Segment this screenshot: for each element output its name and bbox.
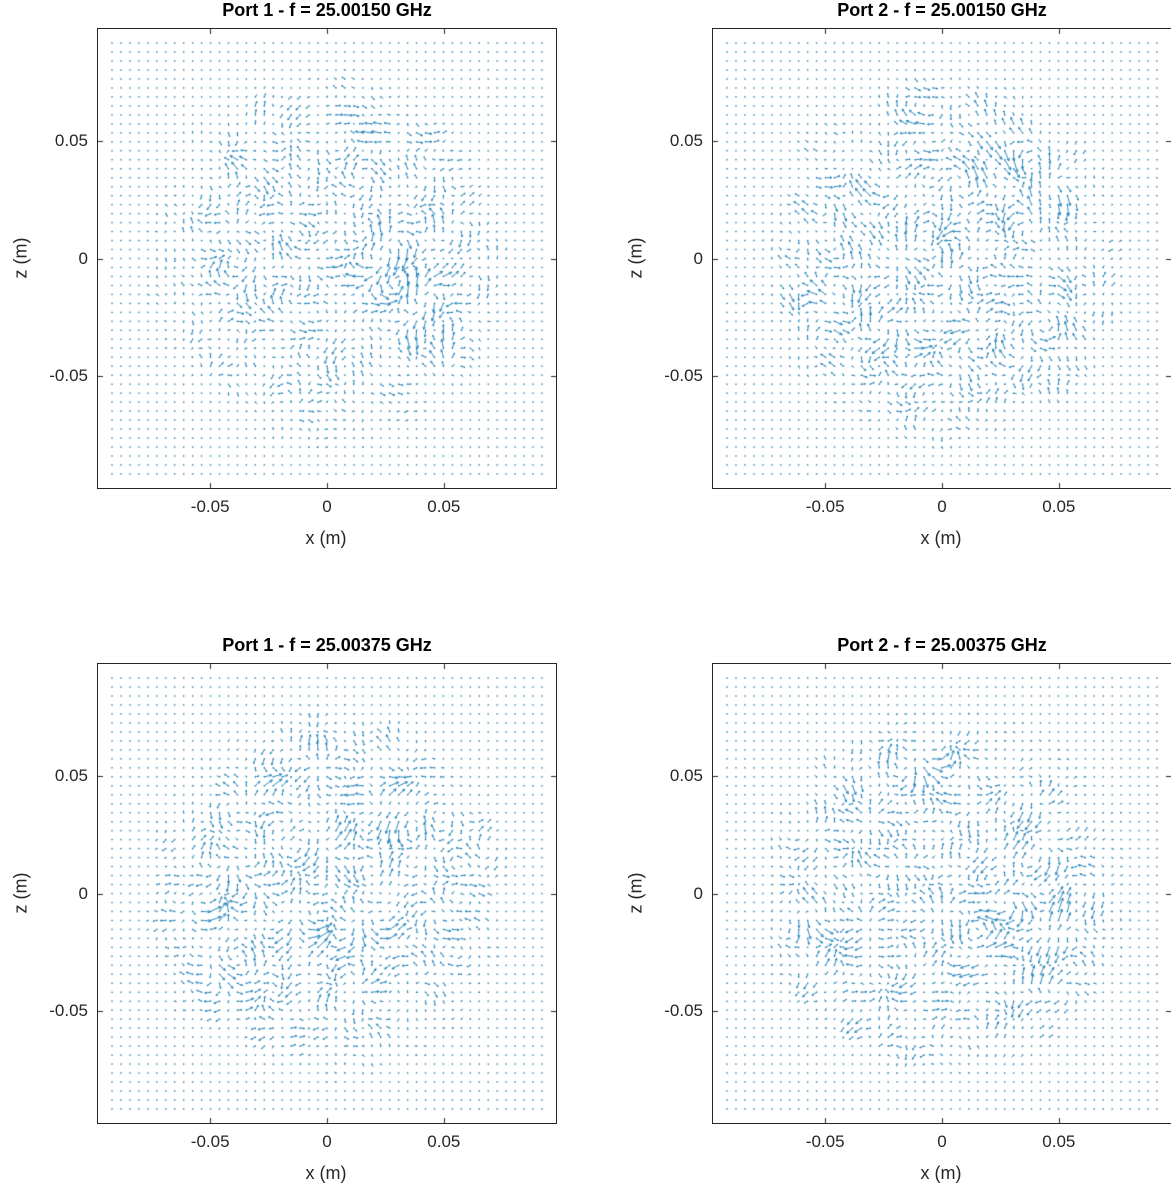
x-tick-label: -0.05 [190, 497, 230, 516]
x-axis-label: x (m) [920, 1163, 962, 1183]
x-tick-label: -0.05 [190, 1132, 230, 1151]
y-tick-label: 0.05 [54, 766, 88, 786]
y-tick-label: 0 [693, 248, 703, 268]
y-tick-label: -0.05 [664, 1000, 703, 1020]
y-tick-label: 0.05 [669, 131, 703, 151]
x-tick-label: 0.05 [1042, 1132, 1076, 1151]
y-tick-label: -0.05 [49, 1000, 88, 1020]
quiver-canvas [713, 29, 1171, 488]
y-tick-label: 0 [693, 883, 703, 903]
x-tick-label: 0 [322, 497, 332, 516]
y-tick-label: 0 [78, 248, 88, 268]
quiver-canvas [98, 29, 556, 488]
axes-box: -0.05 0 0.05 -0.05 0 0.05 [664, 28, 1171, 516]
subplot-port2-25-00150ghz: Port 2 - f = 25.00150 GHz z (m) -0.05 0 … [626, 0, 1171, 548]
x-tick-label: -0.05 [805, 1132, 845, 1151]
x-axis-label: x (m) [305, 1163, 347, 1183]
x-tick-label: 0 [937, 1132, 947, 1151]
x-tick-label: 0 [322, 1132, 332, 1151]
y-tick-label: -0.05 [49, 365, 88, 385]
subplot-title: Port 2 - f = 25.00375 GHz [837, 635, 1047, 655]
axes-box: -0.05 0 0.05 -0.05 0 0.05 [49, 663, 557, 1151]
y-tick-label: 0.05 [669, 766, 703, 786]
quiver-canvas [713, 664, 1171, 1123]
x-tick-label: 0 [937, 497, 947, 516]
y-axis-label: z (m) [625, 872, 646, 913]
subplot-port1-25-00375ghz: Port 1 - f = 25.00375 GHz z (m) -0.05 0 … [11, 635, 557, 1183]
y-axis-label: z (m) [10, 872, 31, 913]
y-tick-label: -0.05 [664, 365, 703, 385]
x-tick-label: 0.05 [427, 1132, 461, 1151]
subplot-port2-25-00375ghz: Port 2 - f = 25.00375 GHz z (m) -0.05 0 … [626, 635, 1171, 1183]
x-tick-label: 0.05 [427, 497, 461, 516]
subplot-port1-25-00150ghz: Port 1 - f = 25.00150 GHz z (m) -0.05 0 … [11, 0, 557, 548]
y-tick-label: 0.05 [54, 131, 88, 151]
y-tick-label: 0 [78, 883, 88, 903]
axes-box: -0.05 0 0.05 -0.05 0 0.05 [664, 663, 1171, 1151]
subplot-title: Port 1 - f = 25.00150 GHz [222, 0, 432, 20]
quiver-canvas [98, 664, 556, 1123]
x-axis-label: x (m) [920, 528, 962, 548]
x-tick-label: 0.05 [1042, 497, 1076, 516]
x-axis-label: x (m) [305, 528, 347, 548]
y-axis-label: z (m) [625, 237, 646, 278]
subplot-title: Port 1 - f = 25.00375 GHz [222, 635, 432, 655]
x-tick-label: -0.05 [805, 497, 845, 516]
subplot-title: Port 2 - f = 25.00150 GHz [837, 0, 1047, 20]
y-axis-label: z (m) [10, 237, 31, 278]
axes-box: -0.05 0 0.05 -0.05 0 0.05 [49, 28, 557, 516]
